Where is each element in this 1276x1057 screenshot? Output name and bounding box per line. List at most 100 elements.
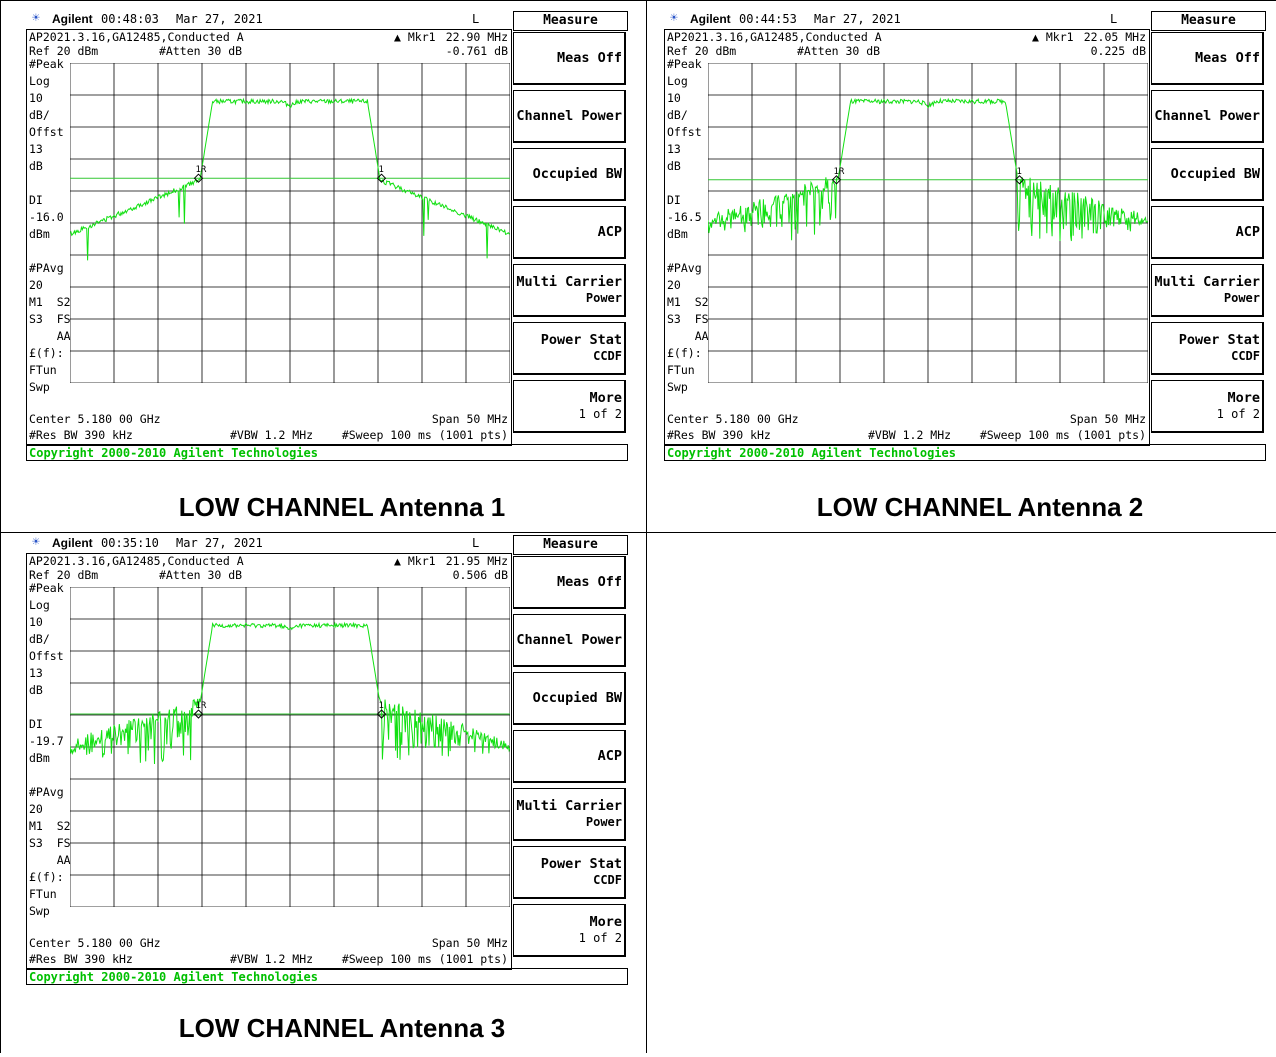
softkey-button[interactable]: More 1 of 2 — [513, 380, 626, 433]
softkey-label: Power Stat — [1178, 332, 1260, 348]
center-frequency: Center 5.180 00 GHz — [667, 412, 799, 426]
marker-label: ▲ Mkr1 — [1032, 30, 1074, 44]
video-bandwidth: #VBW 1.2 MHz — [868, 428, 952, 442]
softkey-button[interactable]: Channel Power — [513, 614, 626, 667]
softkey-button[interactable]: Power Stat CCDF — [513, 322, 626, 375]
softkey-label: ACP — [597, 748, 622, 764]
softkey-menu-title: Measure — [1151, 11, 1266, 31]
softkey-button[interactable]: More 1 of 2 — [513, 904, 626, 957]
softkey-label: More — [589, 914, 622, 930]
analyzer-screenshot: ☀ Agilent 00:48:03 Mar 27, 2021 L AP2021.3.16… — [26, 11, 658, 533]
left-annotation: AA — [29, 329, 71, 343]
marker-diamond — [193, 709, 204, 719]
softkey-label: Occupied BW — [1170, 166, 1260, 182]
marker-diamond — [831, 175, 842, 185]
left-annotation: FTun — [29, 887, 57, 901]
left-annotation: Swp — [667, 380, 688, 394]
left-annotation: dB — [667, 159, 681, 173]
left-annotation: dB/ — [29, 632, 50, 646]
brand-name: Agilent — [690, 12, 731, 26]
softkey-sublabel: Power — [585, 291, 622, 305]
left-annotation: #Peak — [667, 57, 702, 71]
local-indicator: L — [472, 536, 480, 550]
left-annotation: #PAvg — [29, 261, 64, 275]
left-annotation: #Peak — [29, 57, 64, 71]
softkey-button[interactable]: ACP — [513, 206, 626, 259]
resolution-bandwidth: #Res BW 390 kHz — [29, 428, 133, 442]
left-annotation: Offst — [667, 125, 702, 139]
analyzer-screen: AP2021.3.16,GA12485,Conducted A ▲ Mkr1 22.… — [26, 29, 512, 446]
softkey-button[interactable]: Multi Carrier Power — [1151, 264, 1264, 317]
softkey-button[interactable]: Power Stat CCDF — [1151, 322, 1264, 375]
marker-frequency: 22.05 MHz — [1083, 30, 1146, 44]
marker-label-text: 1 — [1017, 167, 1022, 177]
left-annotation: M1 S2 — [29, 295, 71, 309]
softkey-button[interactable]: Power Stat CCDF — [513, 846, 626, 899]
clock-time: 00:35:10 — [101, 536, 159, 550]
softkey-button[interactable]: Channel Power — [513, 90, 626, 143]
softkey-label: Occupied BW — [532, 690, 622, 706]
left-annotation: S3 FS — [29, 312, 71, 326]
spectrum-analyzer: ☀ Agilent 00:48:03 Mar 27, 2021 L AP2021.3.16… — [26, 11, 658, 461]
left-annotation: #PAvg — [29, 785, 64, 799]
softkey-button[interactable]: Channel Power — [1151, 90, 1264, 143]
table-border-vertical — [646, 0, 647, 1053]
copyright-bar: Copyright 2000-2010 Agilent Technologies — [664, 444, 1266, 461]
spectrum-trace — [708, 97, 1148, 242]
marker-frequency: 22.90 MHz — [445, 30, 508, 44]
softkey-button[interactable]: Multi Carrier Power — [513, 788, 626, 841]
softkey-label: Channel Power — [1154, 108, 1260, 124]
left-annotation: dB/ — [667, 108, 688, 122]
softkey-menu-title: Measure — [513, 535, 628, 555]
marker-label-text: 1R — [195, 165, 206, 175]
reference-level: Ref 20 dBm — [667, 44, 737, 58]
left-annotation: #PAvg — [667, 261, 702, 275]
softkey-button[interactable]: ACP — [1151, 206, 1264, 259]
spectrum-analyzer: ☀ Agilent 00:35:10 Mar 27, 2021 L AP2021.3.16… — [26, 535, 658, 985]
softkey-button[interactable]: Meas Off — [1151, 32, 1264, 85]
left-annotation: FTun — [29, 363, 57, 377]
softkey-label: Multi Carrier — [516, 798, 622, 814]
center-frequency: Center 5.180 00 GHz — [29, 936, 161, 950]
softkey-sublabel: CCDF — [593, 349, 622, 363]
frequency-span: Span 50 MHz — [431, 412, 508, 426]
marker-level: 0.225 dB — [1090, 44, 1146, 58]
softkey-label: Multi Carrier — [1154, 274, 1260, 290]
left-annotation: AA — [667, 329, 709, 343]
softkey-button[interactable]: Occupied BW — [513, 148, 626, 201]
brand-name: Agilent — [52, 12, 93, 26]
resolution-bandwidth: #Res BW 390 kHz — [29, 952, 133, 966]
table-border-middle — [0, 532, 1276, 533]
left-annotation: S3 FS — [29, 836, 71, 850]
softkey-sublabel: 1 of 2 — [578, 931, 622, 945]
softkey-button[interactable]: Multi Carrier Power — [513, 264, 626, 317]
marker-diamond — [376, 709, 387, 719]
marker-label-text: 1 — [379, 165, 384, 175]
title-bar: ☀ Agilent 00:44:53 Mar 27, 2021 L — [664, 11, 1162, 27]
measurement-title: AP2021.3.16,GA12485,Conducted A — [667, 30, 882, 44]
measurement-title: AP2021.3.16,GA12485,Conducted A — [29, 554, 244, 568]
softkey-label: Meas Off — [556, 50, 622, 66]
softkey-button[interactable]: Occupied BW — [513, 672, 626, 725]
left-annotation: M1 S2 — [667, 295, 709, 309]
panel-caption: LOW CHANNEL Antenna 1 — [178, 492, 506, 522]
softkey-button[interactable]: Meas Off — [513, 32, 626, 85]
softkey-button[interactable]: Meas Off — [513, 556, 626, 609]
softkey-sublabel: CCDF — [1231, 349, 1260, 363]
left-annotation: -16.0 — [29, 210, 64, 224]
reference-level: Ref 20 dBm — [29, 44, 99, 58]
softkey-button[interactable]: ACP — [513, 730, 626, 783]
softkey-label: Channel Power — [516, 632, 622, 648]
left-annotation: dB — [29, 683, 43, 697]
agilent-spark-icon: ☀ — [32, 11, 40, 26]
left-annotation: M1 S2 — [29, 819, 71, 833]
softkey-label: Channel Power — [516, 108, 622, 124]
spectrum-analyzer: ☀ Agilent 00:44:53 Mar 27, 2021 L AP2021.3.16… — [664, 11, 1276, 461]
softkey-button[interactable]: More 1 of 2 — [1151, 380, 1264, 433]
softkey-label: Power Stat — [540, 332, 622, 348]
left-annotation: dBm — [29, 227, 50, 241]
softkey-label: Meas Off — [1194, 50, 1260, 66]
softkey-button[interactable]: Occupied BW — [1151, 148, 1264, 201]
softkey-sublabel: Power — [1223, 291, 1260, 305]
analyzer-screen: AP2021.3.16,GA12485,Conducted A ▲ Mkr1 22.… — [664, 29, 1150, 446]
